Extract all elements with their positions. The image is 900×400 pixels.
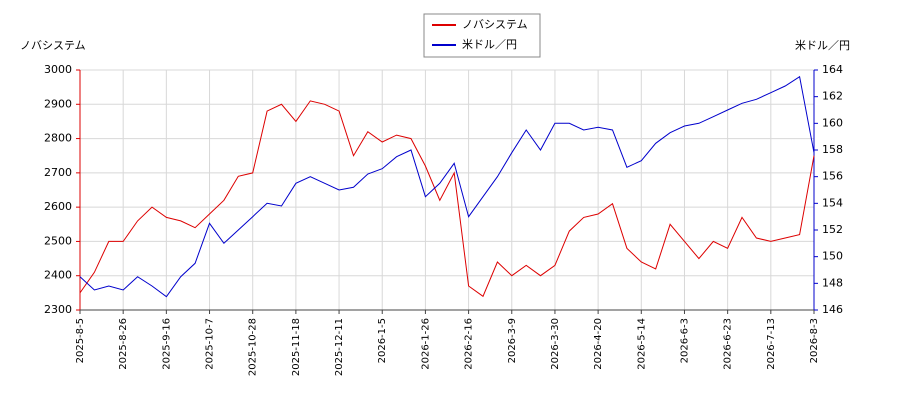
y2-axis-label: 米ドル／円	[795, 39, 850, 52]
x-tick-label: 2026-1-26	[420, 318, 431, 370]
x-tick-label: 2026-8-3	[809, 318, 820, 363]
x-tick-label: 2026-3-9	[507, 318, 518, 363]
y-tick-label: 2400	[44, 269, 72, 282]
x-tick-label: 2026-6-23	[723, 318, 734, 370]
x-tick-label: 2025-10-28	[248, 318, 259, 376]
x-tick-label: 2026-7-13	[766, 318, 777, 370]
x-tick-label: 2026-1-5	[377, 318, 388, 363]
series-line	[79, 75, 815, 298]
x-tick-label: 2026-2-16	[464, 318, 475, 370]
y2-tick-label: 162	[822, 90, 843, 103]
y-tick-label: 2700	[44, 166, 72, 179]
y2-tick-label: 156	[822, 170, 843, 183]
y2-tick-label: 158	[822, 143, 843, 156]
x-tick-label: 2026-6-3	[679, 318, 690, 363]
x-tick-label: 2025-8-26	[118, 318, 129, 370]
y2-tick-label: 150	[822, 250, 843, 263]
y-tick-label: 2600	[44, 200, 72, 213]
y2-tick-label: 160	[822, 116, 843, 129]
series-line	[79, 100, 815, 298]
y2-tick-label: 152	[822, 223, 843, 236]
x-tick-label: 2025-11-18	[291, 318, 302, 376]
x-tick-label: 2025-8-5	[75, 318, 86, 363]
legend-label: 米ドル／円	[462, 38, 517, 51]
y2-tick-label: 146	[822, 303, 843, 316]
x-tick-label: 2026-5-14	[636, 318, 647, 370]
x-tick-label: 2025-10-7	[205, 318, 216, 370]
y-tick-label: 2300	[44, 303, 72, 316]
x-tick-label: 2025-12-11	[334, 318, 345, 376]
y-tick-label: 2500	[44, 234, 72, 247]
legend-box	[423, 13, 541, 58]
x-tick-label: 2025-9-16	[161, 318, 172, 370]
x-tick-label: 2026-3-30	[550, 318, 561, 370]
y2-tick-label: 164	[822, 63, 843, 76]
y-tick-label: 2900	[44, 97, 72, 110]
y2-tick-label: 154	[822, 196, 843, 209]
y-tick-label: 2800	[44, 132, 72, 145]
y-tick-label: 3000	[44, 63, 72, 76]
y-axis-label: ノバシステム	[20, 39, 86, 52]
legend-label: ノバシステム	[462, 18, 528, 31]
x-tick-label: 2026-4-20	[593, 318, 604, 370]
y2-tick-label: 148	[822, 276, 843, 289]
